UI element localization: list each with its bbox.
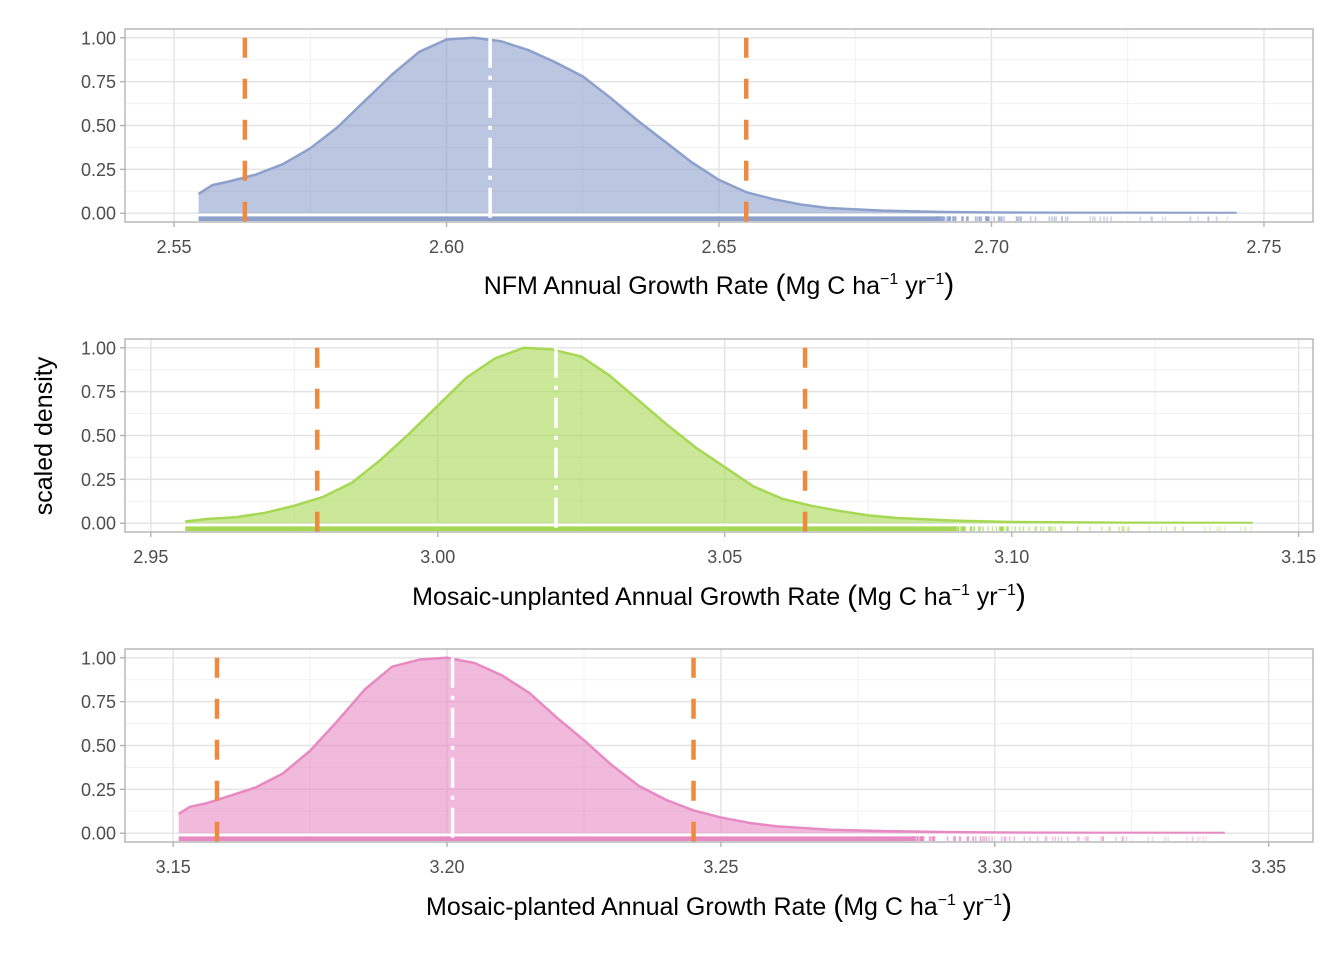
density-line [197,36,1237,215]
density-area [178,657,1225,834]
x-tick-label: 3.30 [977,857,1012,877]
density-line [185,346,1253,525]
y-tick-label: 0.25 [81,780,116,800]
density-area [198,37,1237,214]
open-paren: ( [833,890,843,923]
y-tick-label: 0.75 [81,692,116,712]
y-tick-label: 0.50 [81,426,116,446]
rug [185,526,1253,531]
x-tick-label: 3.15 [1281,547,1316,567]
y-tick-label: 0.75 [81,382,116,402]
x-tick-label: 3.25 [703,857,738,877]
panel-mosaic-unplanted: 0.00 0.25 0.50 0.75 1.00 2.95 3.00 3.05 3.10 3.15… [81,338,1316,613]
y-tick-label: 0.50 [81,116,116,136]
x-axis-title-xlabel-unit-prefix: Mg C ha [843,893,938,921]
y-tick-label: 1.00 [81,338,116,358]
rug-dense [198,216,937,221]
y-tick-label: 0.00 [81,514,116,534]
close-paren: ) [944,268,954,301]
x-axis-title-xlabel-main: Mosaic-planted Annual Growth Rate [426,893,833,921]
y-tick-label: 0.00 [81,824,116,844]
y-tick-label: 0.25 [81,470,116,490]
panel-mosaic-planted: 0.00 0.25 0.50 0.75 1.00 3.15 3.20 3.25 3.30 3.35… [81,648,1314,923]
x-tick-label: 3.15 [156,857,191,877]
y-tick-label: 0.50 [81,736,116,756]
x-tick-label: 2.65 [701,237,736,257]
x-axis-title-xlabel-main: NFM Annual Growth Rate [484,272,776,300]
rug-dense [178,836,913,841]
x-axis-title-xlabel-exp1: −1 [952,582,970,599]
x-axis-title-xlabel-main: Mosaic-unplanted Annual Growth Rate [412,583,847,611]
rug [178,836,1207,841]
rug-dense [185,526,955,531]
x-axis-title-xlabel-unit-mid: yr [956,893,984,921]
x-tick-label: 2.95 [133,547,168,567]
rug [198,216,1229,221]
x-axis-title-xlabel-exp2: −1 [984,892,1002,909]
x-tick-label: 3.05 [707,547,742,567]
x-axis-title-xlabel-unit-prefix: Mg C ha [857,583,952,611]
open-paren: ( [847,580,857,613]
y-tick-label: 0.25 [81,160,116,180]
x-tick-label: 2.60 [429,237,464,257]
x-axis-title: NFM Annual Growth Rate (Mg C ha−1 yr−1) [484,268,955,302]
x-axis-title-xlabel-unit-prefix: Mg C ha [786,272,881,300]
y-tick-label: 0.00 [81,204,116,224]
x-tick-label: 3.10 [994,547,1029,567]
x-tick-label: 2.55 [157,237,192,257]
x-axis-title: Mosaic-unplanted Annual Growth Rate (Mg … [412,579,1026,613]
y-tick-label: 1.00 [81,28,116,48]
x-axis-title-xlabel-exp1: −1 [938,892,956,909]
density-line [178,656,1225,835]
x-tick-label: 3.20 [430,857,465,877]
x-axis-title-xlabel-exp1: −1 [880,271,898,288]
open-paren: ( [776,269,786,302]
x-axis-title-xlabel-unit-mid: yr [970,583,998,611]
x-tick-label: 3.00 [420,547,455,567]
x-axis-title: Mosaic-planted Annual Growth Rate (Mg C … [426,889,1012,923]
x-axis-title-xlabel-exp2: −1 [998,582,1016,599]
y-tick-label: 0.75 [81,72,116,92]
x-tick-label: 3.35 [1251,857,1286,877]
close-paren: ) [1016,579,1026,612]
panel-nfm: 0.00 0.25 0.50 0.75 1.00 2.55 2.60 2.65 2.70 2.75… [81,28,1314,302]
y-axis-title: scaled density [30,356,58,515]
x-axis-title-xlabel-unit-mid: yr [898,272,926,300]
x-tick-label: 2.75 [1246,237,1281,257]
x-axis-title-xlabel-exp2: −1 [926,271,944,288]
y-tick-label: 1.00 [81,648,116,668]
x-tick-label: 2.70 [974,237,1009,257]
close-paren: ) [1002,889,1012,922]
